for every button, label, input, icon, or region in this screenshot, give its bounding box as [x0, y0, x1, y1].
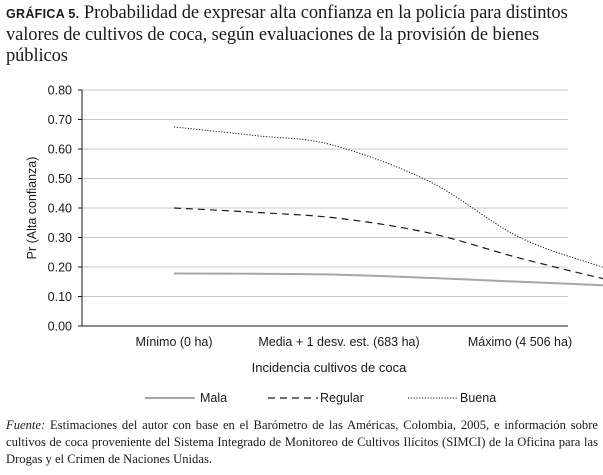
- x-tick-label: Mínimo (0 ha): [135, 335, 212, 349]
- y-tick-label: 0.60: [48, 143, 72, 157]
- x-tick-label: Media + 1 desv. est. (683 ha): [258, 335, 419, 349]
- y-tick-labels: 0.00 0.10 0.20 0.30 0.40 0.50 0.60 0.70 0.80: [48, 84, 82, 334]
- y-axis-label: Pr (Alta confianza): [25, 157, 39, 260]
- x-tick-labels: Mínimo (0 ha) Media + 1 desv. est. (683 h…: [135, 335, 572, 349]
- line-chart: 0.00 0.10 0.20 0.30 0.40 0.50 0.60 0.70 0.80 Mín…: [25, 84, 603, 375]
- source-note: Fuente: Estimaciones del autor con base …: [6, 418, 598, 466]
- legend-label-buena: Buena: [460, 391, 496, 405]
- y-tick-label: 0.10: [48, 290, 72, 304]
- figure-title-text: Probabilidad de expresar alta confianza …: [6, 3, 568, 66]
- series-lines: [173, 126, 603, 287]
- source-text: Estimaciones del autor con base en el Ba…: [6, 418, 598, 466]
- legend: Mala Regular Buena: [145, 391, 496, 405]
- y-tick-label: 0.20: [48, 261, 72, 275]
- x-tick-label: Máximo (4 506 ha): [468, 335, 572, 349]
- x-axis-label: Incidencia cultivos de coca: [252, 360, 407, 375]
- series-line-buena: [173, 126, 603, 268]
- source-label: Fuente: [6, 418, 41, 432]
- y-tick-label: 0.70: [48, 113, 72, 127]
- figure-title: GRÁFICA 5. Probabilidad de expresar alta…: [6, 3, 598, 67]
- figure-label: GRÁFICA 5.: [6, 7, 80, 21]
- legend-label-mala: Mala: [200, 391, 227, 405]
- y-tick-label: 0.30: [48, 231, 72, 245]
- y-tick-label: 0.00: [48, 320, 72, 334]
- y-tick-label: 0.80: [48, 84, 72, 98]
- series-line-mala: [173, 272, 603, 287]
- y-tick-label: 0.40: [48, 202, 72, 216]
- grid-lines: [82, 89, 568, 297]
- y-tick-label: 0.50: [48, 172, 72, 186]
- legend-label-regular: Regular: [320, 391, 364, 405]
- series-line-regular: [173, 207, 603, 280]
